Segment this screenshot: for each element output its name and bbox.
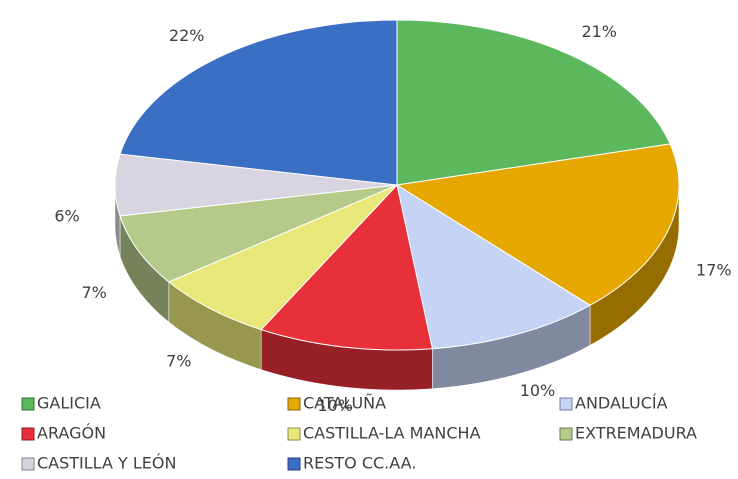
- slice: [119, 184, 398, 283]
- slice: [119, 19, 398, 186]
- legend-label: RESTO CC.AA.: [303, 454, 416, 473]
- legend-swatch: [21, 457, 35, 471]
- data-label: 6%: [54, 207, 79, 226]
- legend-swatch: [287, 397, 301, 411]
- legend-swatch: [559, 397, 573, 411]
- slice: [395, 143, 680, 306]
- data-label: 17%: [696, 260, 732, 279]
- legend-label: EXTREMADURA: [575, 424, 697, 443]
- legend-label: CATALUÑA: [303, 394, 386, 413]
- data-label: 7%: [166, 351, 191, 370]
- legend-swatch: [21, 397, 35, 411]
- legend-label: GALICIA: [37, 394, 101, 413]
- legend-swatch: [287, 457, 301, 471]
- data-label: 21%: [581, 22, 617, 41]
- slice: [167, 184, 398, 331]
- data-label: 10%: [520, 381, 556, 400]
- data-label: 10%: [317, 396, 353, 415]
- legend-label: CASTILLA-LA MANCHA: [303, 424, 481, 443]
- slice: [396, 183, 592, 350]
- slice: [396, 19, 671, 186]
- data-label: 22%: [169, 26, 205, 45]
- legend-label: ANDALUCÍA: [575, 394, 668, 413]
- legend-swatch: [559, 427, 573, 441]
- legend-label: CASTILLA Y LEÓN: [37, 454, 176, 473]
- slice: [260, 183, 433, 351]
- legend-label: ARAGÓN: [37, 424, 106, 443]
- legend-swatch: [21, 427, 35, 441]
- legend-swatch: [287, 427, 301, 441]
- data-label: 7%: [82, 283, 107, 302]
